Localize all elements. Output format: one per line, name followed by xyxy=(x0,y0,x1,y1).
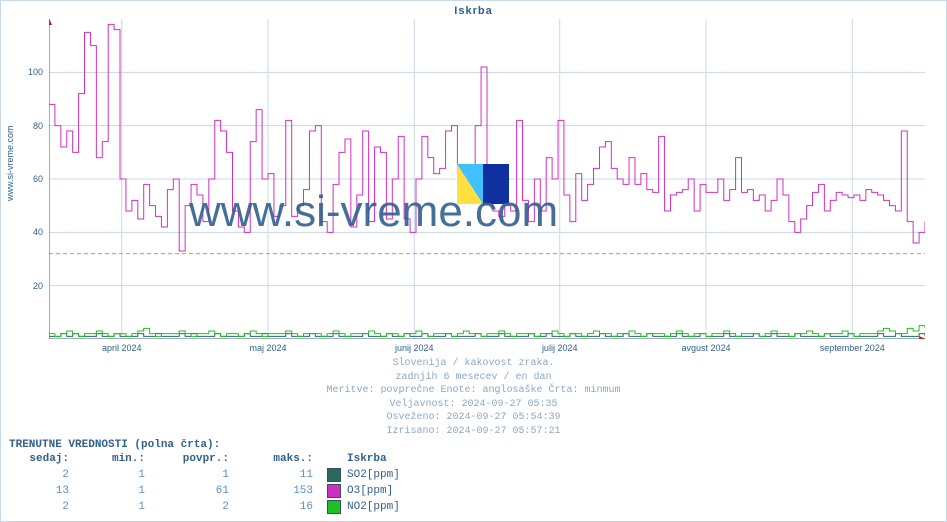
series-swatch xyxy=(327,468,341,482)
table-header: TRENUTNE VREDNOSTI (polna črta): xyxy=(9,439,400,451)
side-source-label: www.si-vreme.com xyxy=(5,125,15,201)
cell-maks: 16 xyxy=(243,501,327,513)
x-tick-label: julij 2024 xyxy=(542,343,578,353)
cell-min: 1 xyxy=(75,469,159,481)
meta-line: Osveženo: 2024-09-27 05:54:39 xyxy=(1,411,946,425)
chart-plot-area: 20406080100 april 2024maj 2024junij 2024… xyxy=(49,19,925,339)
col-sedaj: sedaj: xyxy=(9,453,75,465)
x-tick-label: junij 2024 xyxy=(395,343,434,353)
chart-title: Iskrba xyxy=(1,5,946,17)
meta-line: Veljavnost: 2024-09-27 05:35 xyxy=(1,398,946,412)
meta-line: Slovenija / kakovost zraka. xyxy=(1,357,946,371)
meta-line: Izrisano: 2024-09-27 05:57:21 xyxy=(1,425,946,439)
table-row: 21216NO2[ppm] xyxy=(9,499,400,515)
col-station: Iskrba xyxy=(347,453,387,465)
col-min: min.: xyxy=(75,453,159,465)
cell-sedaj: 2 xyxy=(9,501,75,513)
cell-sedaj: 13 xyxy=(9,485,75,497)
x-tick-label: april 2024 xyxy=(102,343,142,353)
table-columns-row: sedaj: min.: povpr.: maks.: Iskrba xyxy=(9,451,400,467)
meta-line: zadnjih 6 mesecev / en dan xyxy=(1,371,946,385)
meta-line: Meritve: povprečne Enote: anglosaške Črt… xyxy=(1,384,946,398)
table-row: 13161153 O3[ppm] xyxy=(9,483,400,499)
table-row: 21111SO2[ppm] xyxy=(9,467,400,483)
chart-container: www.si-vreme.com Iskrba 20406080100 apri… xyxy=(0,0,947,522)
y-tick-label: 100 xyxy=(28,67,43,77)
series-label: O3[ppm] xyxy=(347,485,393,497)
series-label: NO2[ppm] xyxy=(347,501,400,513)
series-swatch xyxy=(327,500,341,514)
current-values-table: TRENUTNE VREDNOSTI (polna črta): sedaj: … xyxy=(9,439,400,515)
cell-min: 1 xyxy=(75,485,159,497)
x-tick-label: september 2024 xyxy=(820,343,885,353)
col-maks: maks.: xyxy=(243,453,327,465)
y-tick-label: 60 xyxy=(33,174,43,184)
cell-povpr: 1 xyxy=(159,469,243,481)
y-tick-label: 80 xyxy=(33,121,43,131)
series-label: SO2[ppm] xyxy=(347,469,400,481)
cell-povpr: 61 xyxy=(159,485,243,497)
x-tick-label: avgust 2024 xyxy=(681,343,730,353)
series-swatch xyxy=(327,484,341,498)
col-povpr: povpr.: xyxy=(159,453,243,465)
chart-metadata: Slovenija / kakovost zraka. zadnjih 6 me… xyxy=(1,357,946,438)
y-tick-label: 40 xyxy=(33,227,43,237)
x-tick-label: maj 2024 xyxy=(249,343,286,353)
cell-sedaj: 2 xyxy=(9,469,75,481)
chart-svg xyxy=(49,19,925,339)
cell-min: 1 xyxy=(75,501,159,513)
y-tick-label: 20 xyxy=(33,281,43,291)
cell-maks: 153 xyxy=(243,485,327,497)
cell-povpr: 2 xyxy=(159,501,243,513)
cell-maks: 11 xyxy=(243,469,327,481)
